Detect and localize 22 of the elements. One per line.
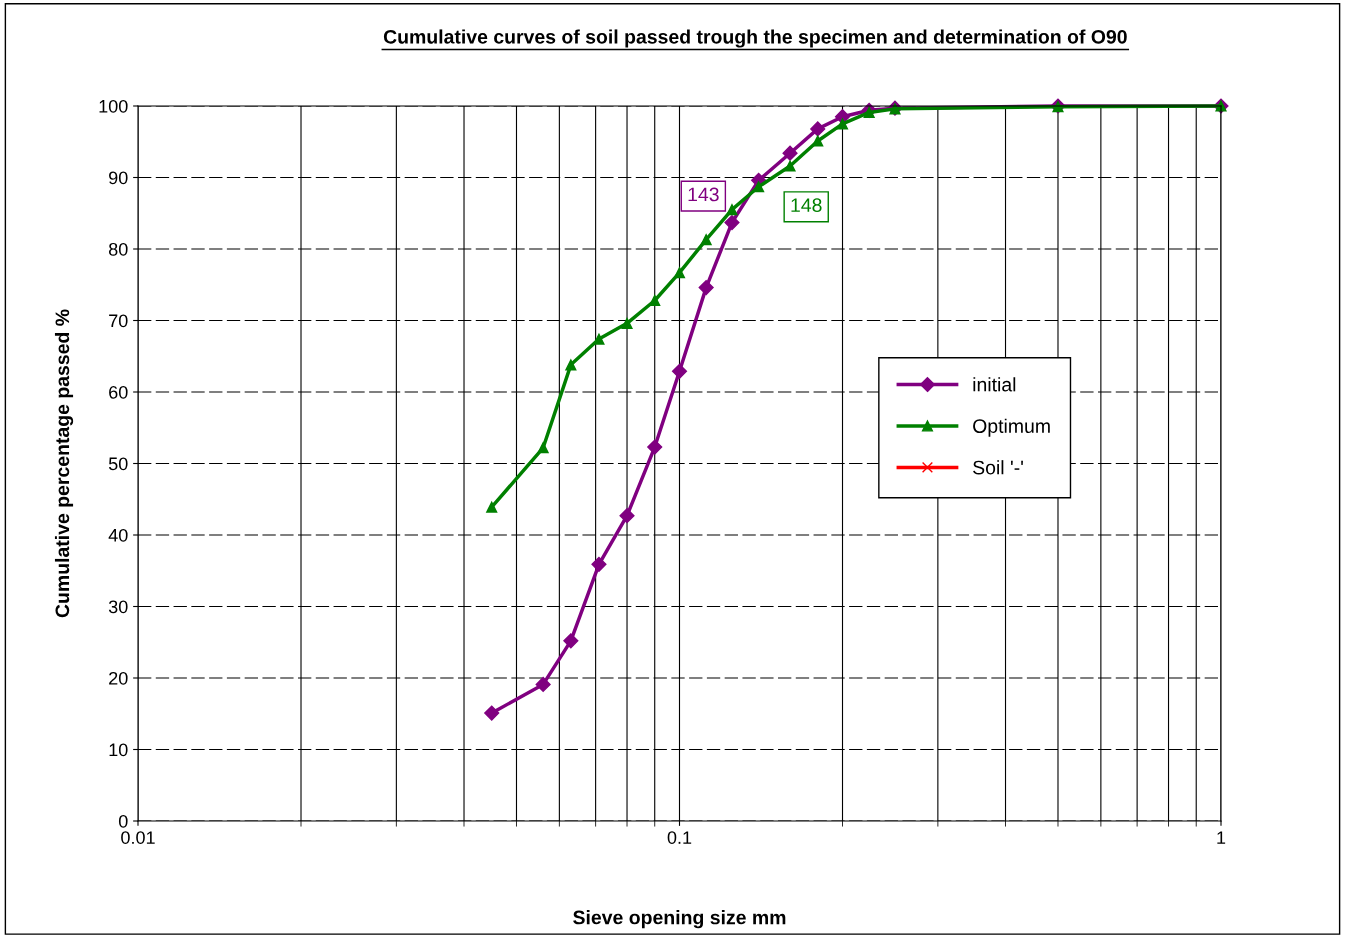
y-tick-label: 70 (109, 314, 128, 328)
y-tick-label: 30 (108, 600, 128, 614)
x-axis-title: Sieve opening size mm (573, 910, 786, 929)
chart-title: Cumulative curves of soil passed trough the specimen and determination of O90 (383, 29, 1127, 48)
x-tick-label: 1 (1217, 831, 1226, 844)
y-tick-label: 100 (99, 99, 128, 113)
y-tick-label: 50 (108, 457, 128, 471)
y-tick-label: 80 (108, 242, 128, 256)
y-tick-label: 40 (108, 528, 128, 542)
y-tick-label: 0 (118, 814, 128, 828)
x-tick-label: 0.01 (121, 831, 155, 844)
annotation: 148 (791, 198, 822, 213)
annotation: 143 (688, 187, 719, 202)
legend-label: Soil '-' (973, 460, 1023, 475)
y-tick-label: 20 (109, 671, 128, 685)
y-tick-label: 90 (109, 171, 128, 185)
x-tick-label: 0.1 (667, 831, 692, 844)
legend-label: initial (973, 377, 1016, 392)
y-tick-label: 60 (109, 385, 128, 399)
y-axis-title: Cumulative percentage passed % (54, 309, 74, 618)
legend-label: Optimum (973, 418, 1050, 437)
y-tick-label: 10 (109, 743, 128, 757)
